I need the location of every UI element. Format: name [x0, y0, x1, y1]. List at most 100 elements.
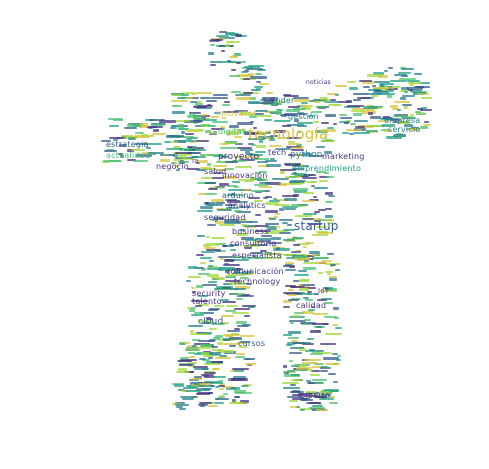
small-word-stroke — [121, 134, 133, 137]
small-word-stroke — [298, 164, 304, 167]
small-word-stroke — [212, 172, 222, 175]
small-word-stroke — [243, 66, 260, 69]
small-word-stroke — [181, 92, 195, 95]
small-word-stroke — [419, 108, 432, 111]
small-word-stroke — [287, 370, 295, 372]
small-word-stroke — [208, 280, 217, 283]
small-word-stroke — [249, 114, 258, 118]
small-word-stroke — [128, 136, 137, 140]
small-word-stroke — [186, 307, 192, 310]
small-word-stroke — [363, 86, 371, 89]
small-word-stroke — [298, 279, 310, 282]
small-word-stroke — [160, 159, 170, 163]
small-word-stroke — [225, 132, 239, 135]
small-word-stroke — [116, 137, 126, 140]
small-word-stroke — [421, 92, 429, 95]
small-word-stroke — [224, 270, 230, 274]
small-word-stroke — [214, 357, 231, 360]
small-word-stroke — [214, 288, 221, 291]
small-word-stroke — [320, 366, 328, 369]
small-word-stroke — [185, 138, 192, 140]
small-word-stroke — [321, 313, 328, 316]
small-word-stroke — [401, 117, 417, 120]
small-word-stroke — [233, 328, 240, 331]
small-word-stroke — [199, 206, 213, 210]
small-word-stroke — [323, 316, 337, 318]
small-word-stroke — [248, 137, 266, 140]
small-word-stroke — [305, 298, 314, 301]
small-word-stroke — [307, 291, 313, 294]
small-word-stroke — [311, 369, 321, 372]
small-word-stroke — [127, 124, 143, 128]
small-word-stroke — [217, 342, 224, 346]
small-word-stroke — [334, 104, 343, 107]
small-word-stroke — [253, 240, 263, 243]
small-word-stroke — [373, 91, 390, 95]
small-word-stroke — [290, 250, 301, 253]
small-word-stroke — [235, 392, 252, 394]
small-word-stroke — [172, 161, 177, 164]
small-word-stroke — [218, 256, 232, 259]
small-word-stroke — [223, 141, 238, 144]
small-word-stroke — [179, 396, 197, 399]
small-word-stroke — [220, 298, 230, 301]
small-word-stroke — [283, 299, 293, 303]
small-word-stroke — [126, 159, 136, 162]
small-word-stroke — [417, 93, 422, 96]
small-word-stroke — [289, 316, 305, 319]
small-word-stroke — [212, 176, 224, 179]
small-word-stroke — [206, 243, 220, 247]
small-word-stroke — [357, 124, 374, 128]
small-word-stroke — [301, 218, 314, 221]
small-word-stroke — [237, 178, 254, 181]
small-word-stroke — [198, 304, 209, 307]
small-word-stroke — [251, 113, 258, 115]
small-word-stroke — [204, 202, 215, 206]
small-word-stroke — [393, 134, 407, 138]
word-servicio: servicio — [388, 125, 421, 134]
small-word-stroke — [255, 191, 263, 194]
small-word-stroke — [314, 210, 320, 213]
small-word-stroke — [241, 293, 251, 296]
word-python: python — [290, 150, 323, 160]
small-word-stroke — [228, 243, 239, 246]
small-word-stroke — [334, 326, 342, 329]
small-word-stroke — [249, 75, 267, 79]
small-word-stroke — [235, 356, 246, 358]
small-word-stroke — [202, 168, 216, 171]
small-word-stroke — [241, 273, 252, 276]
small-word-stroke — [148, 118, 165, 121]
small-word-stroke — [283, 113, 298, 116]
small-word-stroke — [240, 276, 248, 279]
small-word-stroke — [366, 93, 381, 96]
small-word-stroke — [291, 147, 304, 149]
small-word-stroke — [324, 192, 333, 196]
small-word-stroke — [193, 106, 208, 109]
small-word-stroke — [260, 234, 272, 237]
word-comunicacion: comunicación — [226, 267, 284, 276]
small-word-stroke — [184, 342, 190, 345]
small-word-stroke — [311, 393, 318, 396]
small-word-stroke — [285, 293, 303, 296]
small-word-stroke — [231, 368, 249, 370]
small-word-stroke — [313, 187, 328, 189]
small-word-stroke — [324, 333, 342, 336]
small-word-stroke — [300, 409, 306, 412]
small-word-stroke — [131, 149, 145, 151]
small-word-stroke — [409, 82, 422, 85]
small-word-stroke — [328, 194, 335, 197]
small-word-stroke — [314, 220, 322, 223]
small-word-stroke — [175, 403, 190, 406]
small-word-stroke — [318, 219, 333, 222]
small-word-stroke — [289, 162, 295, 165]
small-word-stroke — [199, 153, 205, 156]
small-word-stroke — [315, 262, 328, 265]
small-word-stroke — [370, 115, 382, 119]
small-word-stroke — [286, 136, 302, 139]
small-word-stroke — [225, 204, 237, 206]
small-word-stroke — [219, 37, 236, 39]
small-word-stroke — [198, 401, 212, 404]
small-word-stroke — [212, 217, 224, 221]
small-word-stroke — [346, 129, 363, 132]
